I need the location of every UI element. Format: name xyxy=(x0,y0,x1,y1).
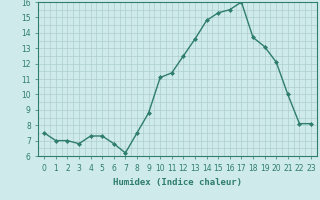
X-axis label: Humidex (Indice chaleur): Humidex (Indice chaleur) xyxy=(113,178,242,187)
